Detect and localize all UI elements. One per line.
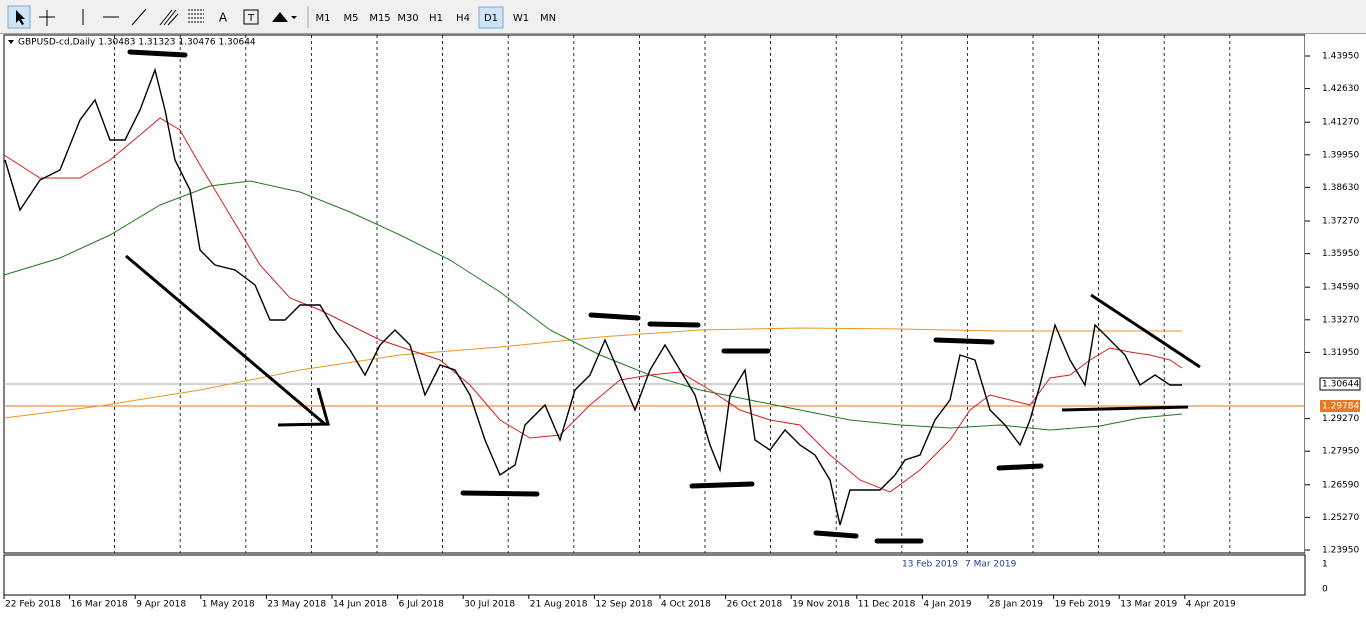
price-label: 1.37270 bbox=[1322, 216, 1359, 226]
price-label: 1.29270 bbox=[1322, 414, 1359, 424]
date-label: 14 Jun 2018 bbox=[333, 600, 387, 610]
date-label: 12 Sep 2018 bbox=[595, 600, 652, 610]
date-label: 9 Apr 2018 bbox=[136, 600, 186, 610]
price-label: 1.42630 bbox=[1322, 84, 1359, 94]
price-label: 1.33270 bbox=[1322, 315, 1359, 325]
fibo-tool[interactable] bbox=[188, 9, 204, 23]
trend-arrow bbox=[125, 254, 1201, 427]
indicator-date: 7 Mar 2019 bbox=[965, 560, 1017, 570]
price-label: 1.41270 bbox=[1322, 118, 1359, 128]
timeframe-button[interactable]: M15 bbox=[369, 13, 390, 24]
timeframe-button[interactable]: H4 bbox=[456, 13, 470, 24]
timeframe-active bbox=[478, 6, 504, 29]
date-label: 21 Aug 2018 bbox=[530, 600, 588, 610]
price-label: 1.25270 bbox=[1322, 513, 1359, 523]
text-tool[interactable]: A bbox=[219, 11, 228, 25]
date-label: 11 Dec 2018 bbox=[858, 600, 916, 610]
ma-200 bbox=[3, 327, 1182, 419]
timeframe-button[interactable]: MN bbox=[540, 13, 556, 24]
timeframe-button[interactable]: D1 bbox=[484, 13, 498, 24]
label-tool[interactable] bbox=[243, 9, 259, 25]
indicator-axis-label: 1 bbox=[1322, 560, 1328, 570]
price-label: 1.43950 bbox=[1322, 52, 1359, 62]
level-price-box bbox=[1320, 400, 1360, 412]
price-label: 1.31950 bbox=[1322, 348, 1359, 358]
timeframe-button[interactable]: W1 bbox=[513, 13, 529, 24]
price-chart bbox=[3, 34, 1306, 554]
annotations bbox=[127, 49, 1044, 544]
date-label: 19 Feb 2019 bbox=[1055, 600, 1111, 610]
date-label: 1 May 2018 bbox=[202, 600, 255, 610]
ma-20 bbox=[3, 117, 1183, 493]
price-axis bbox=[1305, 35, 1366, 553]
date-label: 30 Jul 2018 bbox=[464, 600, 515, 610]
date-label: 4 Jan 2019 bbox=[923, 600, 971, 610]
level-price: 1.29784 bbox=[1322, 402, 1359, 412]
price-label: 1.38630 bbox=[1322, 183, 1359, 193]
date-label: 22 Feb 2018 bbox=[5, 600, 61, 610]
timeframe-button[interactable]: M30 bbox=[397, 13, 418, 24]
indicator-axis-label: 0 bbox=[1322, 585, 1328, 595]
date-label: 19 Nov 2018 bbox=[792, 600, 850, 610]
price-label: 1.27950 bbox=[1322, 447, 1359, 457]
date-label: 16 Mar 2018 bbox=[71, 600, 128, 610]
svg-text:T: T bbox=[247, 13, 255, 24]
arrows-tool[interactable] bbox=[272, 12, 297, 22]
timeframe-button[interactable]: H1 bbox=[429, 13, 443, 24]
date-label: 4 Apr 2019 bbox=[1186, 600, 1236, 610]
trendline-tool[interactable] bbox=[131, 8, 147, 26]
date-label: 6 Jul 2018 bbox=[399, 600, 444, 610]
date-label: 23 May 2018 bbox=[267, 600, 326, 610]
current-price: 1.30644 bbox=[1322, 380, 1359, 390]
date-label: 4 Oct 2018 bbox=[661, 600, 711, 610]
price-line bbox=[4, 67, 1182, 526]
indicator-date: 13 Feb 2019 bbox=[902, 560, 958, 570]
symbol-header: GBPUSD-cd,Daily 1.30483 1.31323 1.30476 … bbox=[18, 38, 256, 48]
price-label: 1.34590 bbox=[1322, 283, 1359, 293]
channel-tool[interactable] bbox=[159, 9, 179, 26]
price-label: 1.26590 bbox=[1322, 480, 1359, 490]
date-label: 26 Oct 2018 bbox=[727, 600, 783, 610]
date-label: 13 Mar 2019 bbox=[1120, 600, 1177, 610]
price-label: 1.23950 bbox=[1322, 546, 1359, 556]
price-label: 1.35950 bbox=[1322, 249, 1359, 259]
toolbar bbox=[0, 0, 1366, 34]
timeframe-button[interactable]: M5 bbox=[344, 13, 359, 24]
timeframe-button[interactable]: M1 bbox=[316, 13, 331, 24]
crosshair-tool[interactable] bbox=[39, 10, 55, 26]
date-label: 28 Jan 2019 bbox=[989, 600, 1043, 610]
current-price-box bbox=[1319, 377, 1361, 391]
ma-100 bbox=[3, 180, 1183, 431]
indicator-window bbox=[3, 554, 1306, 596]
price-label: 1.39950 bbox=[1322, 150, 1359, 160]
